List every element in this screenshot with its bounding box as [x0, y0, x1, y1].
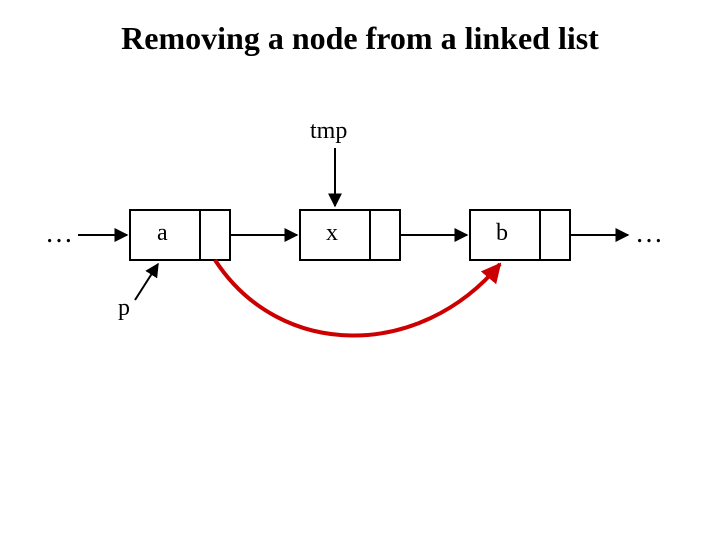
node-b-box [470, 210, 570, 260]
diagram-svg [0, 0, 720, 540]
arrow-p [135, 264, 158, 300]
node-a-box [130, 210, 230, 260]
node-x-box [300, 210, 400, 260]
bypass-arc [215, 260, 500, 336]
